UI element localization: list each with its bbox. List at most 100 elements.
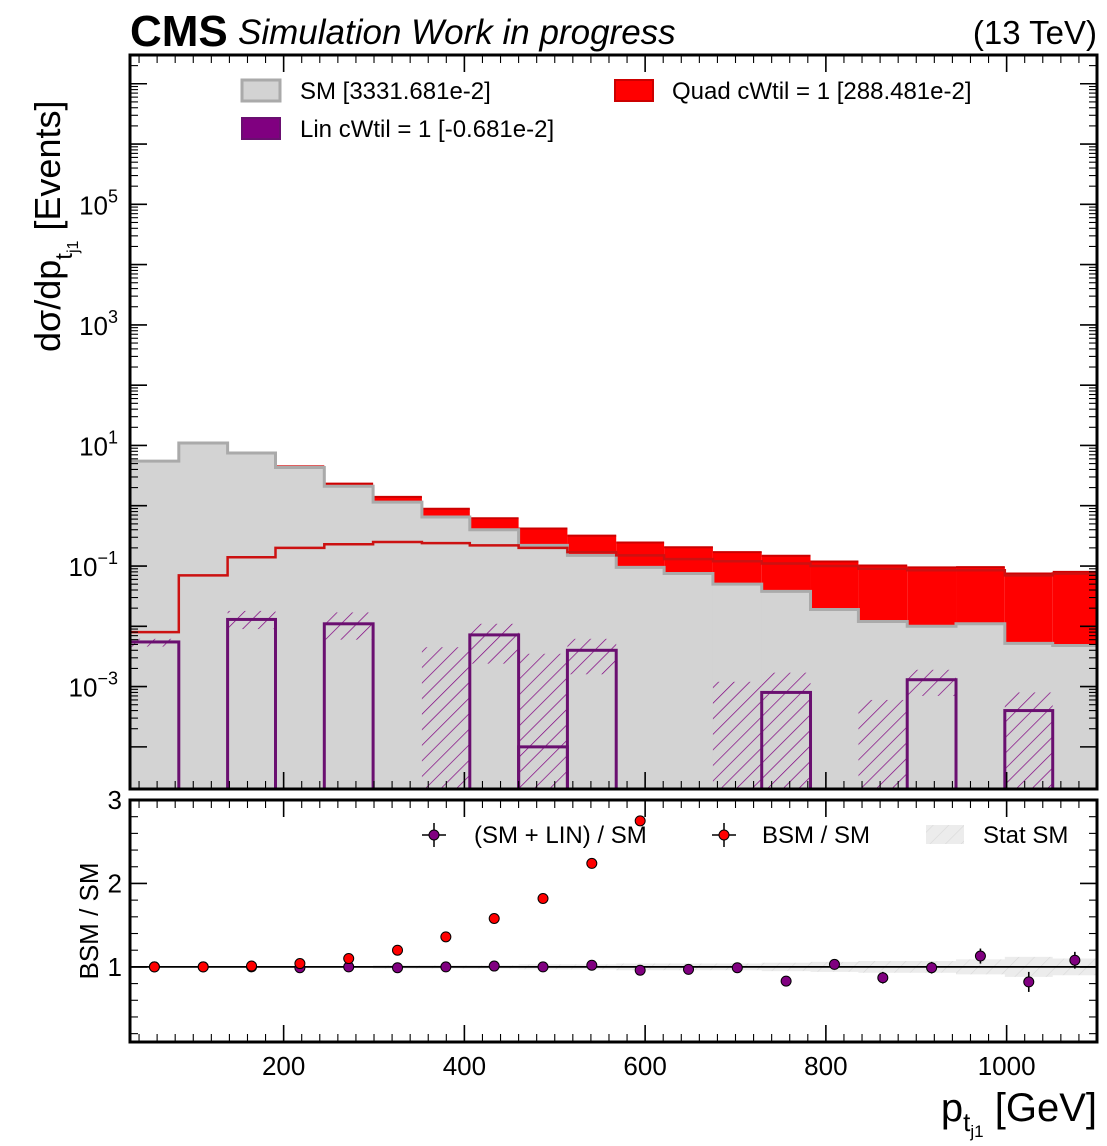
lin-stat-band-16 (907, 669, 957, 696)
bsm-ratio-point-7 (488, 912, 500, 924)
bsm-ratio-point-1 (197, 961, 209, 973)
bsm-ratio-point-3 (294, 958, 306, 970)
quad-bar-5 (373, 496, 422, 503)
experiment-label: CMS (130, 7, 228, 56)
x-tick-label: 400 (443, 1051, 486, 1081)
quad-bar-7 (469, 518, 519, 530)
main-histogram-panel (130, 441, 1097, 789)
lin-ratio-point-11 (683, 963, 695, 975)
sm-bar-1 (178, 442, 229, 789)
main-legend: SM [3331.681e-2] Quad cWtil = 1 [288.481… (240, 78, 972, 143)
sm-bar-19 (1052, 645, 1097, 789)
lin-stat-band-7 (469, 623, 519, 664)
bsm-ratio-point-5 (392, 944, 404, 956)
x-tick-label: 200 (262, 1051, 305, 1081)
lin-stat-band-12 (712, 681, 762, 789)
bsm-ratio-point-9 (586, 857, 598, 869)
quad-bar-12 (712, 552, 762, 585)
lin-ratio-point-9 (586, 959, 598, 971)
lin-bar-4 (322, 622, 375, 789)
legend-label-quad: Quad cWtil = 1 [288.481e-2] (672, 78, 972, 105)
axes: 10−3 10−1 101 103 105 200 400 600 800 1000 1 2 3 (69, 53, 1099, 1081)
lin-bar-13 (760, 690, 813, 789)
legend-label-sm-lin-ratio: (SM + LIN) / SM (474, 822, 647, 849)
legend-marker-bsm (718, 829, 730, 841)
lin-stat-band-8 (518, 653, 568, 789)
bsm-ratio-point-2 (246, 960, 258, 972)
main-y-tick-label: 10−1 (69, 548, 118, 582)
legend-swatch-sm (240, 78, 282, 103)
lin-bar-18 (1003, 709, 1055, 789)
sm-bar-14 (810, 609, 860, 789)
lin-stat-band-13 (761, 672, 811, 789)
lin-ratio-point-15 (877, 972, 889, 984)
main-y-tick-label: 103 (79, 307, 118, 341)
quad-bar-14 (810, 561, 859, 610)
bsm-ratio-point-0 (148, 961, 160, 973)
x-axis-label: ptj1 [GeV] (941, 1086, 1097, 1141)
quad-bar-18 (1004, 573, 1053, 644)
lin-stat-band-4 (324, 612, 374, 640)
lin-ratio-point-10 (634, 964, 646, 976)
lin-ratio-point-7 (488, 960, 500, 972)
sm-bar-3 (275, 467, 325, 789)
ratio-y-tick-label: 3 (108, 785, 122, 815)
lin-stat-band-9 (567, 638, 617, 675)
lin-bar-16 (905, 678, 958, 789)
ratio-y-tick-label: 2 (108, 868, 122, 898)
x-tick-label: 800 (804, 1051, 847, 1081)
quad-bar-13 (761, 555, 811, 592)
lin-ratio-point-18 (1023, 976, 1035, 988)
quad-bar-8 (518, 528, 568, 546)
main-y-tick-label: 10−3 (69, 669, 118, 703)
lin-stat-band-15 (858, 699, 908, 789)
main-frame (128, 53, 1099, 791)
lin-ratio-point-13 (780, 975, 792, 987)
sm-bar-10 (616, 567, 665, 789)
bsm-ratio-point-10 (634, 815, 646, 827)
main-y-tick-label: 105 (79, 186, 118, 220)
lin-bar-2 (226, 617, 278, 789)
lin-ratio-point-6 (440, 961, 452, 973)
legend-label-bsm-ratio: BSM / SM (762, 822, 870, 849)
sm-bar-17 (956, 623, 1006, 789)
legend-swatch-stat (926, 825, 964, 844)
ratio-frame (128, 798, 1099, 1044)
sm-bar-11 (664, 573, 714, 789)
sm-outline (130, 441, 1097, 648)
lin-ratio-point-5 (392, 962, 404, 974)
legend-swatch-quad (614, 79, 654, 102)
simulation-label: Simulation Work in progress (238, 13, 676, 52)
lin-bar-7 (468, 633, 521, 789)
ratio-y-axis-label: BSM / SM (74, 862, 104, 979)
lin-bar-9 (565, 648, 618, 789)
lin-ratio-point-12 (731, 962, 743, 974)
quad-only-line (130, 540, 1097, 634)
main-y-axis-label: dσ/dptj1 [Events] (27, 101, 82, 352)
x-tick-label: 600 (623, 1051, 666, 1081)
lin-stat-band-18 (1004, 692, 1053, 789)
quad-bar-9 (567, 535, 617, 556)
lin-stat-band-6 (421, 647, 470, 789)
legend-label-sm: SM [3331.681e-2] (300, 78, 491, 105)
legend-swatch-lin (241, 117, 281, 140)
legend-marker-lin (428, 829, 440, 841)
bsm-ratio-point-6 (440, 931, 452, 943)
ratio-y-tick-label: 1 (108, 952, 122, 982)
lin-ratio-point-16 (926, 962, 938, 974)
lin-ratio-point-14 (828, 958, 840, 970)
main-y-tick-label: 101 (79, 427, 118, 461)
lin-bar-0 (130, 640, 181, 789)
bsm-ratio-point-4 (343, 953, 355, 965)
quad-bar-17 (956, 567, 1005, 624)
lin-ratio-point-17 (974, 950, 986, 962)
sm-bar-5 (373, 502, 423, 789)
x-tick-label: 1000 (978, 1051, 1036, 1081)
lin-ratio-point-19 (1069, 954, 1081, 966)
sm-bar-16 (907, 626, 957, 789)
ratio-legend: (SM + LIN) / SM BSM / SM Stat SM (422, 822, 1068, 849)
quad-bar-6 (421, 508, 470, 518)
quad-bar-15 (858, 565, 908, 622)
bsm-ratio-point-8 (537, 892, 549, 904)
